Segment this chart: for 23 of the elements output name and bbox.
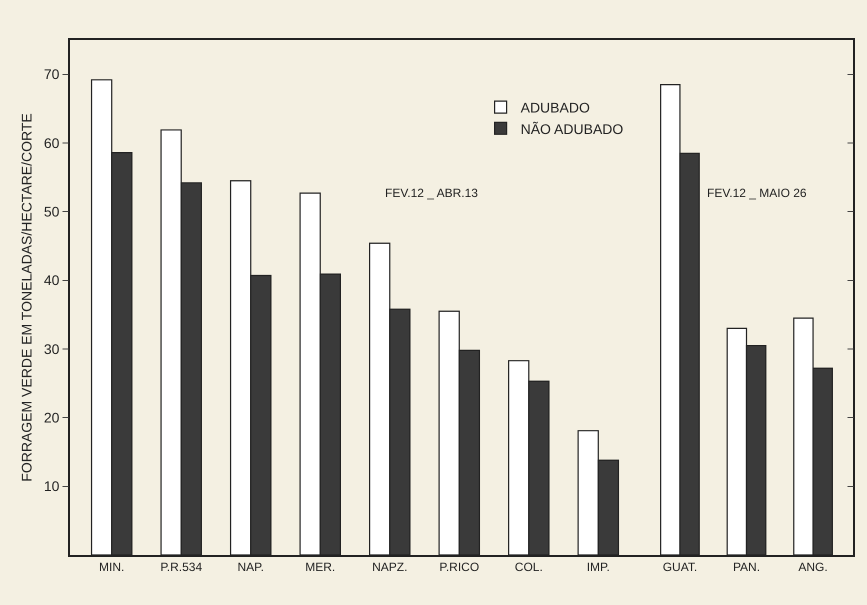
x-tick-label: MIN. [99,560,124,574]
y-tick-label: 10 [44,478,60,494]
y-tick-label: 40 [44,272,60,288]
y-tick-label: 20 [44,410,60,426]
x-tick-label: IMP. [586,560,610,574]
y-tick-label: 70 [44,66,60,82]
legend-label: NÃO ADUBADO [520,120,624,137]
annotation: FEV.12 _ ABR.13 [385,186,478,200]
y-axis-title: FORRAGEM VERDE EM TONELADAS/HECTARE/CORTE [18,113,34,482]
x-tick-label: P.RICO [439,560,480,574]
x-tick-label: P.R.534 [160,560,202,574]
x-tick-label: GUAT. [662,560,698,574]
y-tick-label: 60 [44,134,60,151]
x-tick-label: COL. [514,560,543,574]
y-tick-label: 50 [44,204,60,220]
annotation: FEV.12 _ MAIO 26 [707,186,807,200]
y-tick-label: 30 [44,340,60,357]
x-tick-label: NAPZ. [372,560,408,574]
x-tick-label: PAN. [732,560,760,574]
x-tick-label: MER. [305,560,336,574]
x-tick-label: NAP. [237,560,264,574]
x-tick-label: ANG. [798,560,828,574]
legend-label: ADUBADO [520,100,590,116]
